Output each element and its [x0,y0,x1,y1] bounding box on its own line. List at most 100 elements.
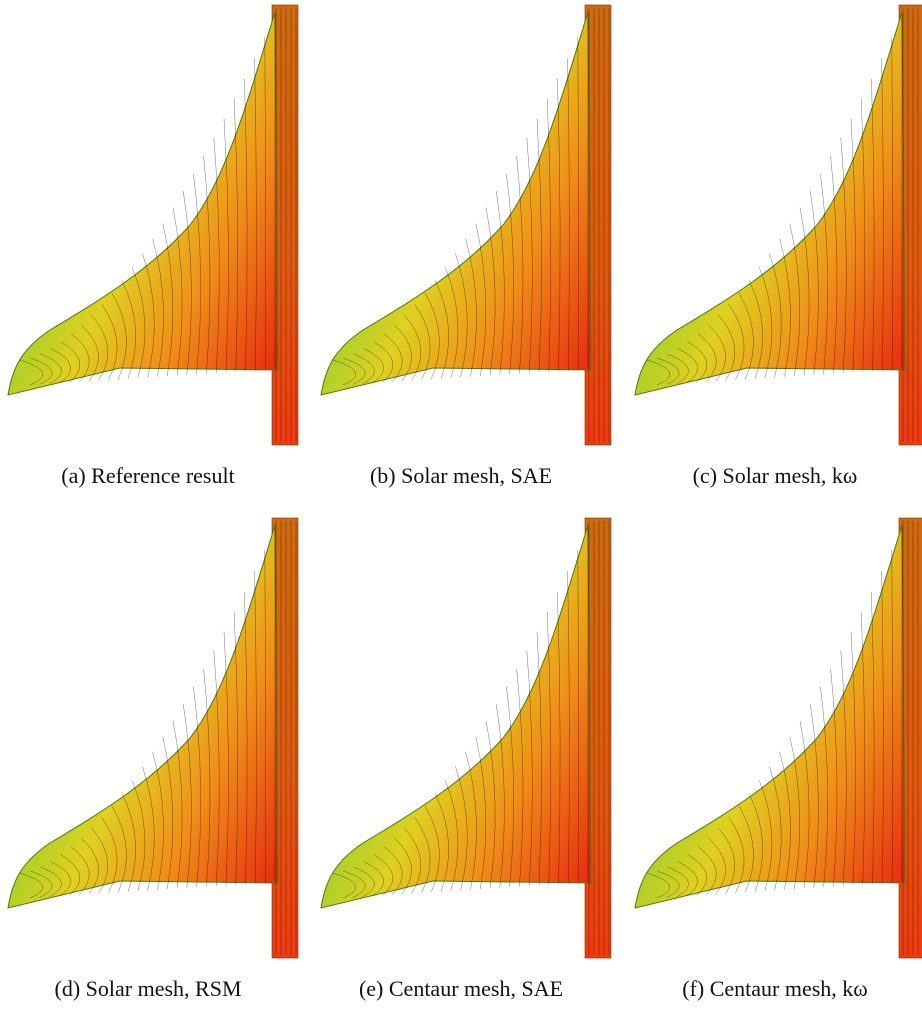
streamline [434,793,449,892]
streamline [860,98,866,372]
wing-surface [320,11,592,396]
wing-surface [7,11,279,396]
streamline [506,686,514,888]
streamline [881,571,884,884]
streamline [424,292,440,380]
wing-surface [7,524,279,909]
streamline [254,58,257,371]
streamline [495,704,505,888]
streamline [860,611,866,885]
streamline [475,736,487,890]
streamline [567,58,570,371]
streamline [223,631,229,886]
streamline [404,827,422,894]
panel-caption: (e) Centaur mesh, SAE [359,976,563,1001]
streamline [557,78,561,371]
panel-caption: (b) Solar mesh, SAE [370,463,552,488]
streamline [646,359,670,386]
panel-caption: (c) Solar mesh, kω [693,463,858,488]
streamline [697,333,717,382]
panel-caption: (a) Reference result [61,463,234,488]
streamline [475,223,487,377]
streamline [353,866,375,897]
streamline [871,591,875,884]
streamline [577,36,579,370]
streamline [142,253,155,378]
streamline [526,137,533,373]
streamline [779,238,791,377]
panel: (d) Solar mesh, RSM [7,517,299,1001]
streamline [101,304,118,380]
streamline [789,736,801,890]
streamline [264,36,266,370]
streamline [850,118,856,373]
streamline [152,238,164,377]
streamline [546,611,552,885]
streamline [81,837,99,895]
streamline [657,870,680,898]
streamline [881,58,884,371]
streamline [506,173,514,375]
streamline [121,280,136,379]
streamlines [19,521,297,955]
streamline [383,333,403,382]
panel: (f) Centaur mesh, kω [634,517,922,1001]
streamlines [19,8,297,442]
streamline [233,611,239,885]
panel-caption: (f) Centaur mesh, kω [682,976,868,1001]
streamline [677,348,698,384]
streamline [708,837,726,895]
streamline [891,549,893,883]
streamline [81,324,99,382]
streamline [373,341,394,383]
streamline [871,78,875,371]
streamline [546,98,552,372]
streamline [809,704,819,888]
streamline [718,827,736,894]
streamline [465,751,477,890]
streamline [244,78,248,371]
streamline [40,866,62,897]
streamline [728,304,745,380]
streamline [779,751,791,890]
streamline [101,817,118,893]
streamline [444,780,459,892]
streamline [343,357,366,385]
streamline [50,861,71,897]
streamline [738,805,754,893]
streamline [142,766,155,891]
streamline [203,156,211,374]
streamlines [646,8,919,442]
wing-surface [634,524,906,909]
streamline [465,238,477,377]
streamline [343,870,366,898]
streamline [769,766,782,891]
streamline [455,766,468,891]
streamline [182,191,192,375]
streamlines [332,521,610,955]
streamline [50,348,71,384]
panel: (e) Centaur mesh, SAE [320,517,612,1001]
streamline [830,156,838,374]
panel-caption: (d) Solar mesh, RSM [55,976,242,1001]
streamline [516,669,524,887]
streamline [577,549,579,883]
panel: (b) Solar mesh, SAE [320,4,612,488]
streamline [363,348,384,384]
streamline [91,314,109,381]
streamline [19,359,43,386]
streamline [820,173,828,375]
streamline [516,156,524,374]
streamline [131,267,146,379]
streamline [193,173,201,375]
streamline [70,846,90,895]
panel: (c) Solar mesh, kω [634,4,922,488]
streamline [152,751,164,890]
streamline [30,357,53,385]
streamline [213,650,220,886]
streamlines [332,8,610,442]
streamline [536,118,542,373]
streamline [223,118,229,373]
streamline [769,253,782,378]
